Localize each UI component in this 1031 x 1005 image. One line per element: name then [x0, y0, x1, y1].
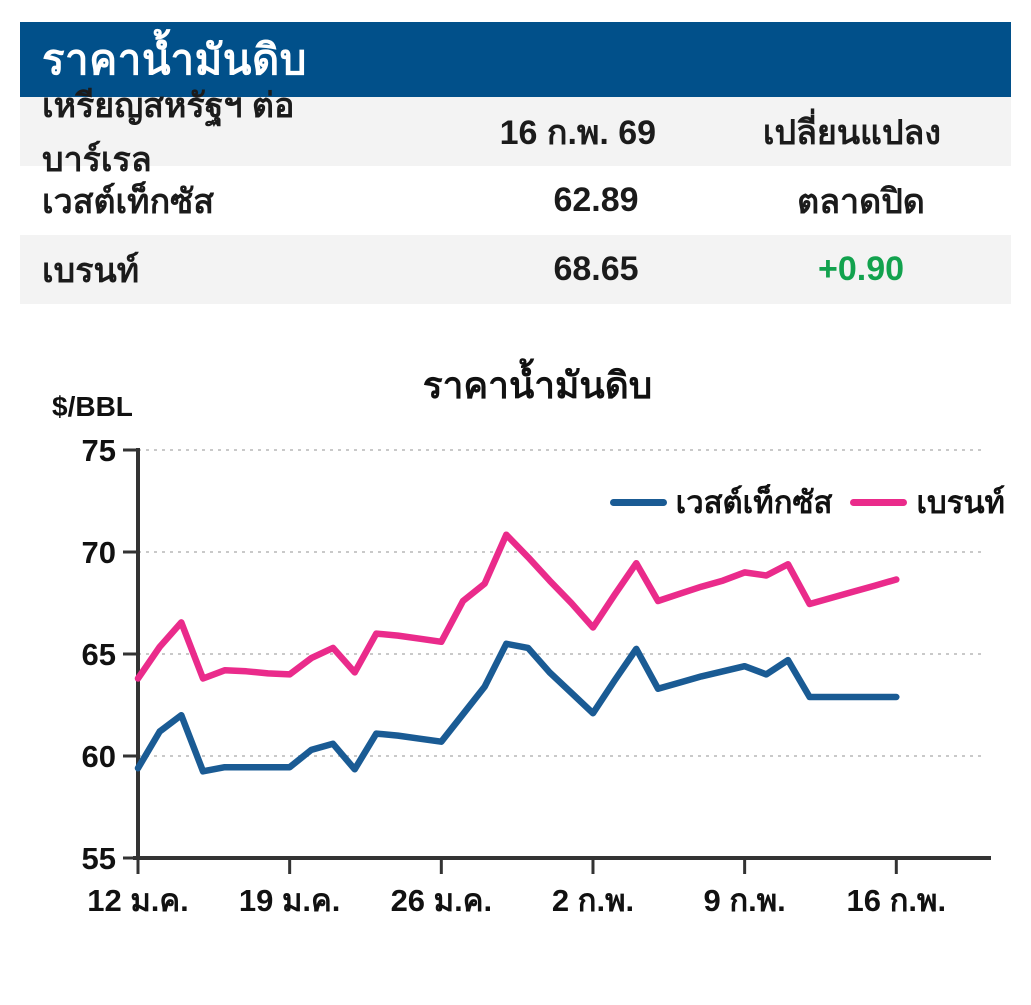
- y-axis-unit-label: $/BBL: [52, 391, 133, 422]
- x-tick-label: 19 ม.ค.: [239, 883, 341, 918]
- y-tick-label: 75: [82, 433, 116, 468]
- price-change-value: +0.90: [817, 250, 905, 288]
- y-tick-label: 70: [82, 535, 116, 570]
- series-line-brent: [134, 531, 900, 682]
- price-value: 68.65: [553, 250, 639, 288]
- commodity-name: เบรนท์: [42, 251, 140, 290]
- x-tick-label: 12 ม.ค.: [87, 883, 189, 918]
- legend-item-west-texas: เวสต์เท็กซัส: [609, 477, 833, 527]
- x-tick-label: 26 ม.ค.: [391, 883, 493, 918]
- y-tick-label: 60: [82, 739, 116, 774]
- brent-line-swatch: [850, 498, 908, 506]
- crude-oil-price-panel: ราคาน้ำมันดิบ เหรียญสหรัฐฯ ต่อบาร์เรล 16…: [20, 22, 1011, 304]
- x-tick-label: 16 ก.พ.: [847, 883, 947, 918]
- table-header-row: เหรียญสหรัฐฯ ต่อบาร์เรล 16 ก.พ. 69 เปลี่…: [20, 87, 1011, 179]
- column-header-date: 16 ก.พ. 69: [499, 113, 657, 152]
- table-row: เบรนท์ 68.65 +0.90: [20, 235, 1011, 304]
- table-row: เวสต์เท็กซัส 62.89 ตลาดปิด: [20, 166, 1011, 235]
- panel-header: ราคาน้ำมันดิบ: [20, 22, 1011, 97]
- legend-label: เวสต์เท็กซัส: [675, 485, 833, 520]
- legend-item-brent: เบรนท์: [850, 477, 1005, 527]
- commodity-name: เวสต์เท็กซัส: [42, 182, 214, 221]
- legend-label: เบรนท์: [916, 485, 1005, 520]
- price-value: 62.89: [553, 181, 639, 219]
- panel-title: ราคาน้ำมันดิบ: [42, 35, 307, 83]
- chart-title: ราคาน้ำมันดิบ: [422, 365, 653, 406]
- x-tick-label: 9 ก.พ.: [703, 883, 785, 918]
- price-change-value: ตลาดปิด: [797, 182, 925, 221]
- column-header-change: เปลี่ยนแปลง: [762, 113, 941, 152]
- y-tick-label: 65: [82, 637, 116, 672]
- series-line-west-texas: [134, 640, 900, 775]
- column-header-unit: เหรียญสหรัฐฯ ต่อบาร์เรล: [42, 86, 295, 179]
- chart-legend: เวสต์เท็กซัส เบรนท์: [609, 477, 1005, 527]
- y-tick-label: 55: [82, 841, 116, 876]
- west-texas-line-swatch: [609, 498, 667, 506]
- x-tick-label: 2 ก.พ.: [552, 883, 634, 918]
